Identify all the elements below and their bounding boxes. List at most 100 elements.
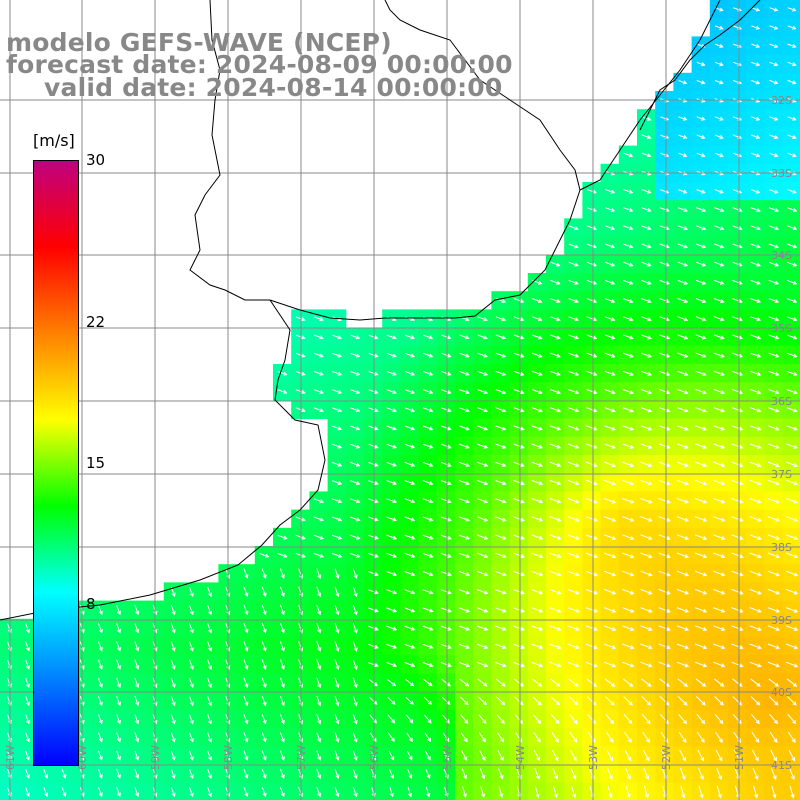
wind-arrow [459,334,470,340]
wind-arrow [787,43,797,48]
wind-arrow [513,407,525,413]
wind-arrow [261,695,267,707]
wind-arrow [243,659,249,670]
wind-arrow [388,768,395,780]
wind-arrow [368,552,379,558]
wind-arrow [116,768,121,779]
wind-arrow [713,316,725,322]
wind-arrow [476,570,489,577]
wind-arrow [751,43,761,48]
wind-arrow [676,534,690,540]
wind-arrow [640,643,653,650]
wind-arrow [422,643,434,649]
wind-arrow [331,461,343,467]
wind-arrow [134,604,140,616]
wind-arrow [207,750,212,761]
wind-arrow [477,389,489,395]
wind-arrow [422,625,434,631]
wind-arrow [513,316,525,322]
wind-arrow [622,498,635,504]
wind-arrow [694,570,708,577]
wind-arrow [425,768,431,780]
wind-arrow [259,552,270,558]
wind-arrow [279,677,285,689]
wind-arrow [386,607,398,613]
wind-arrow [713,461,726,468]
wind-arrow [586,352,598,358]
longitude-label: 59W [149,745,162,770]
wind-arrow [207,732,212,743]
wind-arrow [479,768,486,780]
wind-arrow [694,534,708,540]
wind-arrow [461,750,468,762]
wind-arrow [387,696,396,705]
wind-arrow [713,498,726,504]
wind-arrow [785,588,799,595]
wind-arrow [440,552,452,558]
wind-arrow [658,661,671,668]
wind-arrow [677,279,689,285]
wind-arrow [295,334,306,340]
wind-arrow [695,243,707,249]
wind-arrow [604,334,616,340]
wind-arrow [551,749,559,762]
wind-arrow [731,625,744,631]
wind-arrow [170,604,176,616]
wind-arrow [134,659,140,670]
wind-arrow [622,678,634,687]
wind-arrow [786,298,798,303]
wind-arrow [295,407,306,413]
wind-arrow [531,643,544,650]
wind-arrow [623,298,634,304]
wind-arrow [261,568,267,579]
wind-arrow [440,425,452,431]
wind-arrow [440,480,452,486]
wind-arrow [658,425,671,431]
longitude-label: 52W [660,745,673,770]
wind-arrow [695,352,707,358]
wind-arrow [25,750,30,761]
wind-arrow [731,552,744,559]
wind-arrow [422,370,434,376]
wind-arrow [622,407,635,413]
wind-arrow [659,352,671,358]
wind-arrow [568,243,579,249]
wind-arrow [767,534,781,540]
wind-arrow [604,479,617,486]
wind-arrow [715,749,723,762]
wind-arrow [313,334,324,340]
wind-arrow [458,516,471,522]
wind-arrow [785,661,799,668]
wind-arrow [188,677,194,689]
wind-arrow [458,570,471,577]
wind-arrow [641,352,652,358]
wind-arrow [568,298,579,303]
wind-arrow [714,61,724,67]
wind-arrow [134,732,140,743]
wind-arrow [368,480,379,485]
wind-arrow [316,714,322,725]
wind-arrow [767,643,781,650]
wind-arrow [713,425,726,431]
wind-arrow [751,61,761,67]
wind-arrow [714,225,725,231]
wind-arrow [695,261,707,267]
wind-arrow [767,498,780,504]
wind-arrow [440,571,452,577]
wind-arrow [694,588,708,595]
wind-arrow [751,189,761,194]
wind-arrow [623,696,633,706]
wind-arrow [752,749,759,762]
wind-arrow [714,261,725,267]
wind-arrow [677,334,689,340]
wind-arrow [568,352,580,358]
wind-arrow [731,498,744,504]
wind-arrow [513,534,525,540]
wind-arrow [295,534,306,540]
wind-arrow [534,768,540,780]
wind-arrow [659,207,670,212]
wind-arrow [313,389,324,394]
wind-arrow [732,316,743,322]
wind-arrow [678,189,688,194]
wind-arrow [405,678,415,687]
